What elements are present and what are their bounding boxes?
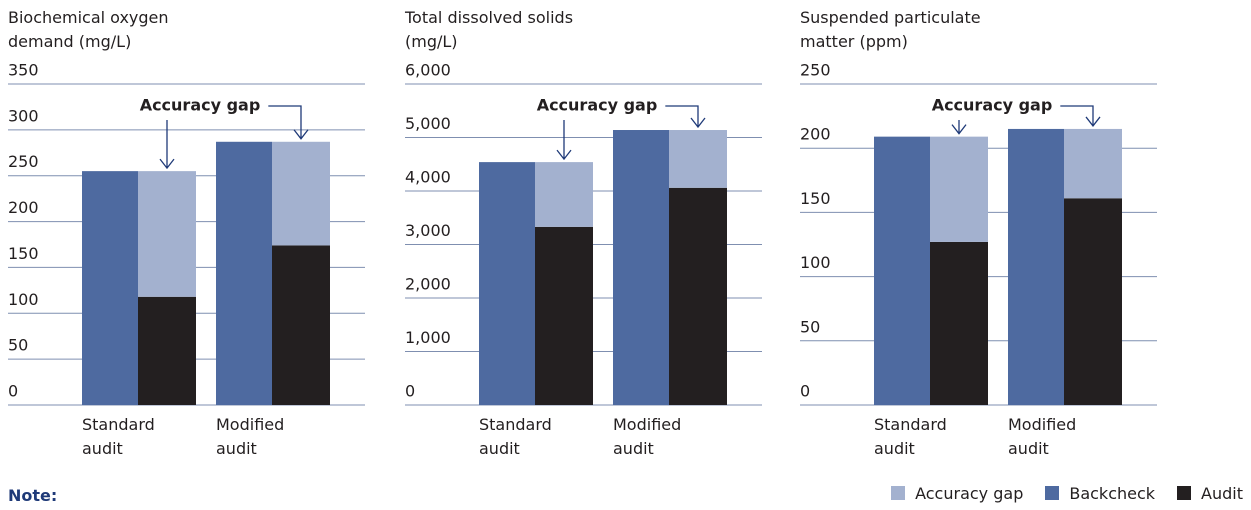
bar	[930, 241, 988, 405]
legend-label: Backcheck	[1069, 484, 1156, 503]
bar	[138, 171, 196, 297]
legend-item: Backcheck	[1045, 484, 1155, 503]
y-tick-label: 0	[800, 382, 810, 401]
bar	[669, 130, 727, 188]
y-tick-label: 4,000	[405, 168, 451, 187]
bar	[1064, 198, 1122, 405]
y-tick-label: 150	[800, 189, 831, 208]
bar	[930, 136, 988, 242]
y-tick-label: 2,000	[405, 275, 451, 294]
bar	[1064, 128, 1122, 199]
legend: Accuracy gap Backcheck Audit	[891, 484, 1243, 503]
y-tick-label: 3,000	[405, 221, 451, 240]
legend-swatch	[1177, 486, 1192, 500]
y-tick-label: 50	[800, 317, 820, 336]
annotation-arrow	[665, 105, 706, 129]
legend-item: Audit	[1177, 484, 1243, 503]
bar	[272, 141, 330, 246]
bar	[479, 162, 535, 405]
annotation-arrow	[556, 120, 572, 161]
annotation-arrow	[159, 120, 175, 170]
bar	[138, 296, 196, 405]
y-tick-label: 250	[800, 61, 831, 80]
annotation-arrow	[1060, 105, 1101, 127]
y-tick-label: 150	[8, 244, 39, 263]
y-tick-label: 100	[800, 253, 831, 272]
legend-label: Accuracy gap	[915, 484, 1024, 503]
annotation-arrow	[268, 105, 309, 140]
bar	[669, 187, 727, 405]
bar	[613, 130, 669, 405]
legend-label: Audit	[1201, 484, 1243, 503]
x-tick-label: Modified audit	[613, 415, 682, 458]
bar	[1008, 128, 1064, 405]
chart-title: Biochemical oxygen demand (mg/L)	[8, 8, 169, 51]
y-tick-label: 6,000	[405, 61, 451, 80]
annotation: Accuracy gap	[932, 96, 1053, 115]
legend-swatch	[1045, 486, 1060, 500]
bar	[82, 171, 138, 405]
y-tick-label: 0	[405, 382, 415, 401]
y-tick-label: 200	[8, 198, 39, 217]
x-tick-label: Standard audit	[874, 415, 947, 458]
legend-item: Accuracy gap	[891, 484, 1023, 503]
x-tick-label: Standard audit	[479, 415, 552, 458]
bar	[874, 136, 930, 406]
bar	[535, 162, 593, 227]
y-tick-label: 300	[8, 106, 39, 125]
chart-title: Suspended particulate matter (ppm)	[800, 8, 981, 51]
legend-swatch	[891, 486, 906, 500]
y-tick-label: 250	[8, 152, 39, 171]
annotation-arrow	[951, 120, 967, 135]
chart-title: Total dissolved solids (mg/L)	[405, 8, 574, 51]
y-tick-label: 200	[800, 125, 831, 144]
bar	[216, 141, 272, 405]
x-tick-label: Modified audit	[216, 415, 285, 458]
y-tick-label: 5,000	[405, 114, 451, 133]
y-tick-label: 350	[8, 61, 39, 80]
y-tick-label: 0	[8, 382, 18, 401]
annotation: Accuracy gap	[140, 96, 261, 115]
bar	[272, 245, 330, 405]
x-tick-label: Modified audit	[1008, 415, 1077, 458]
y-tick-label: 50	[8, 336, 28, 355]
y-tick-label: 100	[8, 290, 39, 309]
bar	[535, 226, 593, 405]
y-tick-label: 1,000	[405, 328, 451, 347]
note: Note:	[8, 486, 58, 505]
annotation: Accuracy gap	[537, 96, 658, 115]
x-tick-label: Standard audit	[82, 415, 155, 458]
